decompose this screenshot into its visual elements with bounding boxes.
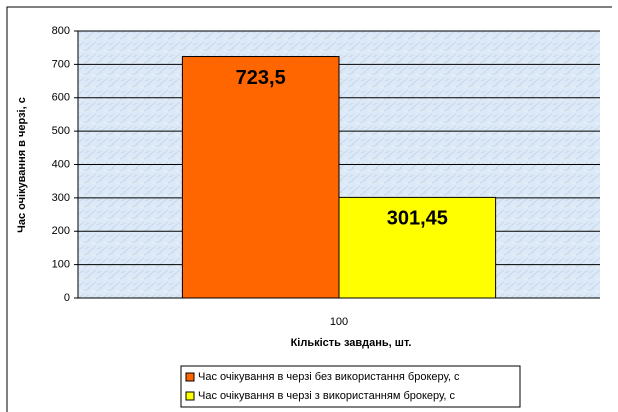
legend-swatch	[185, 372, 195, 382]
y-tick-label: 100	[52, 259, 70, 271]
y-tick-label: 0	[64, 292, 70, 304]
legend-swatch	[185, 391, 195, 401]
y-tick-label: 200	[52, 225, 70, 237]
legend-label: Час очікування в черзі з використанням б…	[198, 390, 456, 402]
x-tick-label: 100	[330, 316, 348, 328]
legend	[180, 365, 521, 408]
y-tick-label: 800	[52, 25, 70, 37]
bar	[338, 196, 497, 299]
y-tick-label: 500	[52, 125, 70, 137]
x-axis-label: Кількість завдань, шт.	[291, 337, 412, 349]
y-tick-label: 700	[52, 58, 70, 70]
data-label: 723,5	[236, 67, 286, 89]
y-tick-label: 300	[52, 192, 70, 204]
chart-frame	[6, 6, 612, 412]
legend-label: Час очікування в черзі без використання …	[198, 371, 460, 383]
bar	[181, 56, 340, 299]
y-tick-label: 600	[52, 92, 70, 104]
y-axis-label: Час очікування в черзі, с	[16, 97, 28, 233]
y-tick-label: 400	[52, 158, 70, 170]
data-label: 301,45	[387, 208, 448, 230]
